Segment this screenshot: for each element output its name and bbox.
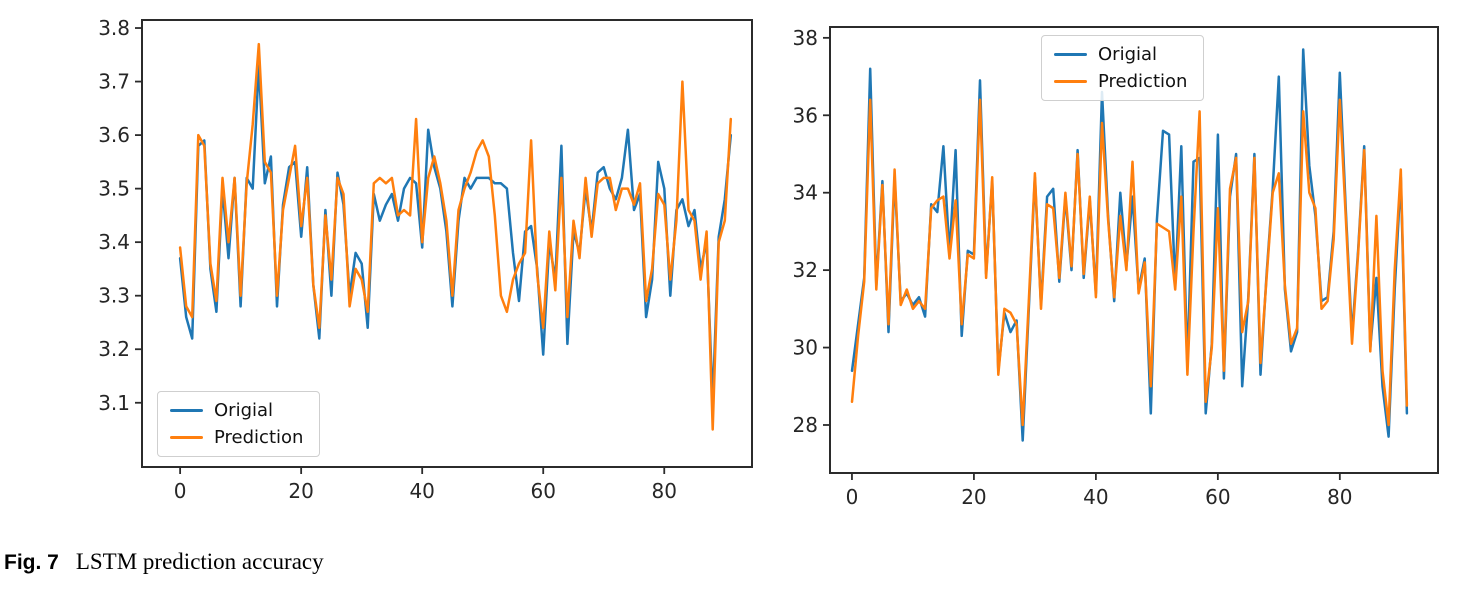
y-tick-label: 36 [793, 103, 818, 127]
x-tick-label: 40 [409, 479, 434, 503]
x-tick-label: 80 [1327, 485, 1352, 509]
x-tick-label: 80 [652, 479, 677, 503]
plot-frame [141, 19, 753, 468]
y-tick-label: 3.5 [98, 177, 130, 201]
plot-frame [829, 26, 1439, 474]
legend-item-origial: Origial [1054, 44, 1187, 65]
series-line-prediction [178, 42, 733, 431]
origial-line-swatch [1054, 53, 1087, 56]
x-tick-label: 40 [1083, 485, 1108, 509]
x-tick-label: 20 [961, 485, 986, 509]
series-line-origial [850, 48, 1409, 442]
y-tick-label: 3.7 [98, 70, 130, 94]
legend-label: Prediction [214, 427, 304, 448]
series-line-prediction [850, 98, 1409, 427]
x-tick-label: 0 [846, 485, 859, 509]
prediction-line-swatch [170, 436, 203, 439]
y-tick-label: 34 [793, 181, 818, 205]
x-tick-label: 60 [530, 479, 555, 503]
prediction-line-swatch [1054, 80, 1087, 83]
legend-label: Prediction [1098, 71, 1188, 92]
y-tick-label: 30 [793, 336, 818, 360]
right-chart-legend: Origial Prediction [1041, 35, 1205, 101]
legend-item-prediction: Prediction [1054, 71, 1187, 92]
left-chart-legend: Origial Prediction [157, 391, 321, 457]
y-tick-label: 3.4 [98, 230, 130, 254]
y-tick-label: 3.6 [98, 123, 130, 147]
legend-item-prediction: Prediction [170, 427, 303, 448]
origial-line-swatch [170, 409, 203, 412]
figure-caption: Fig. 7 LSTM prediction accuracy [4, 549, 324, 575]
caption-text: LSTM prediction accuracy [75, 549, 324, 574]
x-tick-label: 20 [288, 479, 313, 503]
right-chart-plot: 0 20 40 60 80 28 30 32 34 36 38 [793, 26, 1439, 509]
y-tick-label: 38 [793, 26, 818, 50]
y-tick-label: 3.1 [98, 391, 130, 415]
y-tick-label: 3.2 [98, 337, 130, 361]
legend-item-origial: Origial [170, 400, 303, 421]
legend-label: Origial [1098, 44, 1158, 65]
x-tick-label: 60 [1205, 485, 1230, 509]
left-chart-plot: 0 20 40 60 80 3.1 3.2 3.3 3.4 3.5 3.6 3.7 3.8 [98, 16, 753, 503]
x-tick-label: 0 [174, 479, 187, 503]
charts-canvas: 0 20 40 60 80 3.1 3.2 3.3 3.4 3.5 3.6 3.7 3.8 0 20 40 6… [98, 16, 1439, 509]
y-tick-label: 28 [793, 413, 818, 437]
legend-label: Origial [214, 400, 274, 421]
y-tick-label: 3.3 [98, 284, 130, 308]
y-tick-label: 3.8 [98, 16, 130, 40]
caption-label: Fig. 7 [4, 551, 59, 574]
y-tick-label: 32 [793, 258, 818, 282]
